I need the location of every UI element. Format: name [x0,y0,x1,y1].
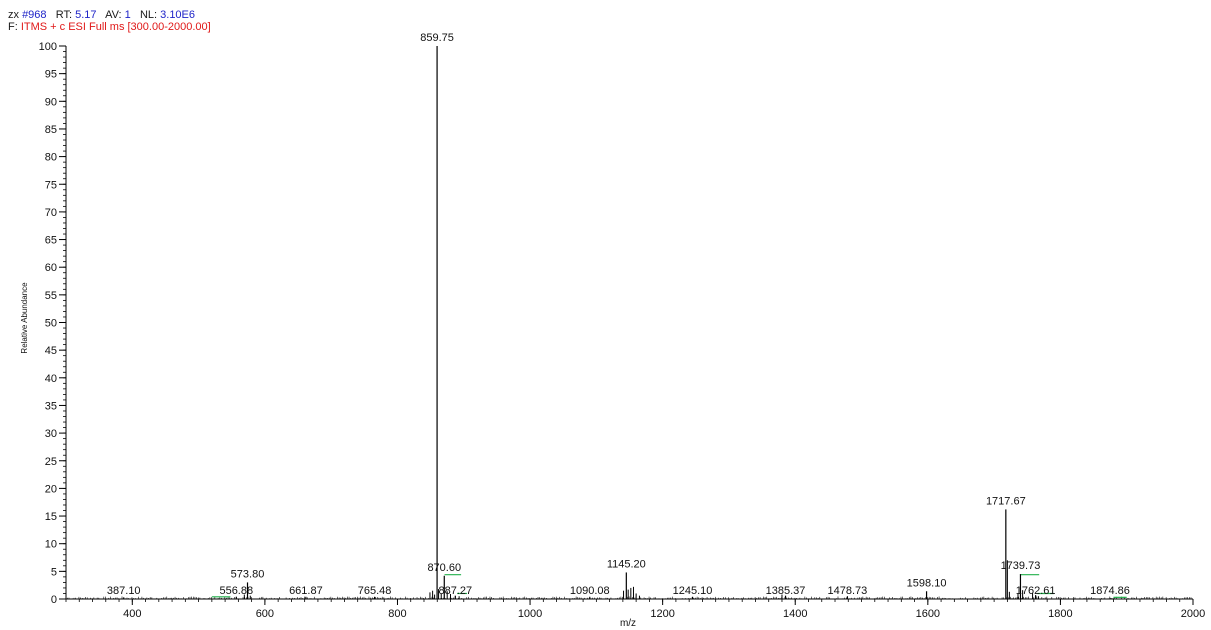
peak-label: 1739.73 [1001,560,1041,572]
peak-label: 1478.73 [828,585,868,597]
peak-label: 859.75 [420,32,454,44]
y-tick-label: 25 [45,456,57,468]
y-tick-label: 70 [45,207,57,219]
scan-header: zx #968 RT: 5.17 AV: 1 NL: 3.10E6 [8,9,195,21]
peak-label: 1762.61 [1016,585,1056,597]
peak-label: 1145.20 [607,558,646,570]
scan-label: zx [8,9,19,21]
x-tick-label: 1600 [916,608,940,620]
av-label: AV: [105,9,122,21]
peak-label: 1874.86 [1090,585,1130,597]
y-tick-label: 60 [45,262,57,274]
peak-label: 887.27 [438,585,472,597]
y-tick-label: 100 [39,41,57,53]
y-tick-label: 90 [45,96,57,108]
y-tick-label: 65 [45,235,57,247]
y-tick-label: 55 [45,290,57,302]
x-tick-label: 400 [123,608,141,620]
plot-area: 0 5 10 15 20 25 30 35 40 45 50 55 60 65 70 75 80 85 90 95 10… [39,32,1206,620]
x-tick-label: 1000 [518,608,542,620]
scan-value: #968 [22,9,47,21]
x-tick-label: 1800 [1048,608,1072,620]
y-tick-label: 45 [45,345,57,357]
peak-label: 556.88 [219,585,253,597]
y-tick-label: 20 [45,483,57,495]
y-tick-label: 80 [45,152,57,164]
nl-label: NL: [139,9,158,21]
x-tick-label: 800 [388,608,406,620]
peak-label: 1090.08 [570,585,610,597]
peak-label: 387.10 [107,585,141,597]
y-tick-label: 50 [45,318,57,330]
x-tick-label: 600 [256,608,274,620]
y-tick-label: 95 [45,69,57,81]
x-tick-label: 1200 [650,608,674,620]
y-tick-label: 85 [45,124,57,136]
peak-label: 1598.10 [907,577,947,589]
x-axis-title: m/z [620,618,636,629]
nl-value: 3.10E6 [160,9,196,21]
peak-label: 573.80 [231,568,265,580]
peak-label: 765.48 [358,585,392,597]
rt-label: RT: [55,9,73,21]
x-tick-label: 2000 [1181,608,1205,620]
filter-label: F: [8,21,18,33]
peak-label: 1717.67 [986,495,1026,507]
y-tick-label: 40 [45,373,57,385]
filter-value: ITMS + c ESI Full ms [300.00-2000.00] [20,21,211,33]
y-tick-label: 35 [45,400,57,412]
y-tick-label: 10 [45,539,57,551]
peak-label: 1245.10 [673,585,713,597]
rt-value: 5.17 [75,9,97,21]
y-tick-label: 30 [45,428,57,440]
y-tick-label: 75 [45,179,57,191]
filter-header: F: ITMS + c ESI Full ms [300.00-2000.00] [8,21,211,33]
y-axis-title: Relative Abundance [20,282,29,354]
peak-label: 661.87 [289,585,323,597]
x-tick-label: 1400 [783,608,807,620]
peak-label: 1385.37 [766,585,806,597]
y-tick-label: 15 [45,511,57,523]
y-tick-label: 0 [51,594,57,606]
peak-label: 870.60 [427,562,461,574]
av-value: 1 [124,9,131,21]
y-tick-label: 5 [51,566,57,578]
